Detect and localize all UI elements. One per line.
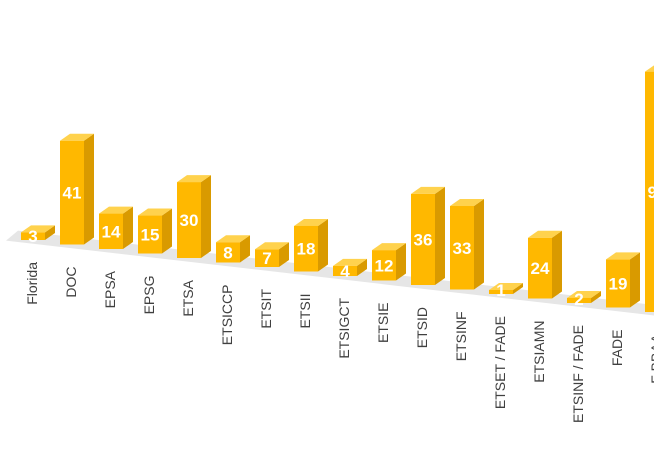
bar-side-2 bbox=[84, 133, 94, 245]
bar-top-15 bbox=[567, 290, 601, 298]
data-label-16: 19 bbox=[609, 274, 628, 293]
bar-11 bbox=[411, 193, 435, 285]
x-tick-label-10: ETSIE bbox=[375, 303, 391, 343]
bar-top-17 bbox=[645, 65, 654, 72]
bar-side-12 bbox=[474, 199, 484, 290]
x-tick-label-6: ETSICCP bbox=[219, 285, 235, 346]
data-label-10: 12 bbox=[375, 256, 394, 275]
bar-top-5 bbox=[177, 175, 211, 183]
bar-top-10 bbox=[372, 243, 406, 251]
bar-8 bbox=[294, 225, 318, 272]
bar-top-9 bbox=[333, 258, 367, 266]
data-label-8: 18 bbox=[297, 240, 316, 259]
bar-side-6 bbox=[240, 235, 250, 263]
bar-top-12 bbox=[450, 199, 484, 207]
bar-17 bbox=[645, 71, 654, 313]
data-label-1: 3 bbox=[28, 227, 37, 246]
bar-side-7 bbox=[279, 242, 289, 267]
x-tick-label-14: ETSIAMN bbox=[531, 321, 547, 383]
bar-top-13 bbox=[489, 283, 523, 290]
data-label-11: 36 bbox=[414, 230, 433, 249]
bar-side-9 bbox=[357, 258, 367, 276]
x-tick-label-9: ETSIGCT bbox=[336, 298, 352, 359]
bar-4 bbox=[138, 215, 162, 254]
data-label-6: 8 bbox=[223, 243, 232, 262]
x-tick-label-8: ETSII bbox=[297, 294, 313, 329]
data-label-9: 4 bbox=[340, 262, 350, 281]
bar-side-5 bbox=[201, 175, 211, 258]
chart-floor bbox=[6, 230, 654, 316]
bar-14 bbox=[528, 237, 552, 299]
bar-side-11 bbox=[435, 186, 445, 285]
bar-side-16 bbox=[630, 252, 640, 308]
x-tick-label-7: ETSIT bbox=[258, 289, 274, 329]
bar-top-8 bbox=[294, 218, 328, 226]
bar-1 bbox=[21, 232, 45, 240]
bar-side-3 bbox=[123, 206, 133, 249]
bar-top-14 bbox=[528, 230, 562, 238]
bar-9 bbox=[333, 265, 357, 276]
bar-top-16 bbox=[606, 252, 640, 260]
bar-side-10 bbox=[396, 243, 406, 281]
x-tick-label-3: EPSA bbox=[102, 270, 118, 308]
x-tick-label-2: DOC bbox=[63, 267, 79, 298]
data-label-5: 30 bbox=[180, 211, 199, 230]
bar-3 bbox=[99, 213, 123, 249]
bar-top-2 bbox=[60, 133, 94, 141]
bar-top-4 bbox=[138, 208, 172, 216]
data-label-2: 41 bbox=[63, 184, 82, 203]
x-tick-label-11: ETSID bbox=[414, 307, 430, 348]
bar-side-8 bbox=[318, 218, 328, 272]
bar-top-3 bbox=[99, 206, 133, 214]
bar-15 bbox=[567, 297, 591, 303]
bar-12 bbox=[450, 206, 474, 290]
data-label-17: 95 bbox=[648, 183, 654, 202]
bar-7 bbox=[255, 249, 279, 267]
data-label-7: 7 bbox=[262, 249, 271, 268]
bar-side-1 bbox=[45, 225, 55, 240]
bar-side-13 bbox=[513, 283, 523, 294]
bar-16 bbox=[606, 259, 630, 308]
data-label-3: 14 bbox=[102, 222, 121, 241]
x-tick-label-4: EPSG bbox=[141, 276, 157, 315]
x-tick-label-17: F BBAA bbox=[648, 333, 654, 383]
bar-top-7 bbox=[255, 242, 289, 250]
x-tick-label-5: ETSA bbox=[180, 279, 196, 316]
bar-side-15 bbox=[591, 290, 601, 303]
data-label-4: 15 bbox=[141, 226, 160, 245]
data-label-13: 1 bbox=[496, 281, 505, 300]
bar-6 bbox=[216, 242, 240, 263]
data-label-15: 2 bbox=[574, 290, 583, 309]
x-tick-label-15: ETSINF / FADE bbox=[570, 325, 586, 423]
bar-10 bbox=[372, 250, 396, 281]
x-tick-label-12: ETSINF bbox=[453, 312, 469, 362]
bar-top-11 bbox=[411, 186, 445, 194]
bar-5 bbox=[177, 182, 201, 258]
bar-side-4 bbox=[162, 208, 172, 254]
bar-side-14 bbox=[552, 230, 562, 299]
bar-2 bbox=[60, 140, 84, 245]
x-tick-label-16: FADE bbox=[609, 330, 625, 367]
bar-13 bbox=[489, 290, 513, 294]
data-label-14: 24 bbox=[531, 259, 550, 278]
data-label-12: 33 bbox=[453, 239, 472, 258]
x-tick-label-13: ETSET / FADE bbox=[492, 316, 508, 409]
bar-top-6 bbox=[216, 235, 250, 243]
bar-top-1 bbox=[21, 225, 55, 233]
x-tick-label-1: Florida bbox=[24, 262, 40, 305]
